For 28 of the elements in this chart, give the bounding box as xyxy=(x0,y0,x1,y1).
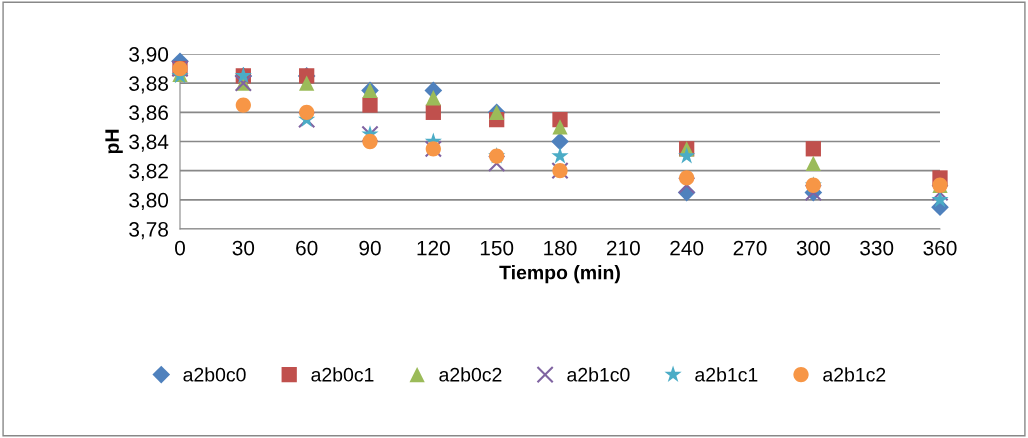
y-tick-label: 3,90 xyxy=(129,47,169,65)
legend-label: a2b1c1 xyxy=(695,367,758,382)
y-tick-label: 3,78 xyxy=(129,222,168,240)
x-tick-label: 90 xyxy=(359,240,381,256)
legend-label: a2b1c0 xyxy=(567,367,630,382)
y-tick-label: 3,80 xyxy=(129,192,169,211)
x-tick-label: 240 xyxy=(670,240,704,256)
x-tick-label: 360 xyxy=(923,240,957,256)
x-tick-label: 60 xyxy=(296,240,318,256)
y-tick-label: 3,84 xyxy=(129,134,169,152)
x-tick-label: 330 xyxy=(860,240,894,256)
legend-label: a2b0c0 xyxy=(183,367,246,382)
x-tick-label: 210 xyxy=(607,240,640,256)
y-axis-title: pH xyxy=(105,129,123,154)
x-tick-label: 270 xyxy=(733,240,767,256)
legend-label: a2b1c2 xyxy=(823,367,886,382)
y-tick-label: 3,82 xyxy=(129,163,168,181)
legend-label: a2b0c1 xyxy=(311,367,374,382)
y-tick-label: 3,88 xyxy=(129,76,168,94)
x-tick-label: 300 xyxy=(796,240,830,256)
x-tick-label: 180 xyxy=(544,240,577,256)
x-tick-label: 120 xyxy=(417,240,450,256)
y-tick-label: 3,86 xyxy=(129,105,168,123)
x-tick-label: 150 xyxy=(480,240,514,256)
legend-label: a2b0c2 xyxy=(439,367,502,382)
x-tick-label: 0 xyxy=(175,240,185,256)
x-tick-label: 30 xyxy=(232,240,255,256)
x-axis-title: Tiempo (min) xyxy=(499,265,620,284)
